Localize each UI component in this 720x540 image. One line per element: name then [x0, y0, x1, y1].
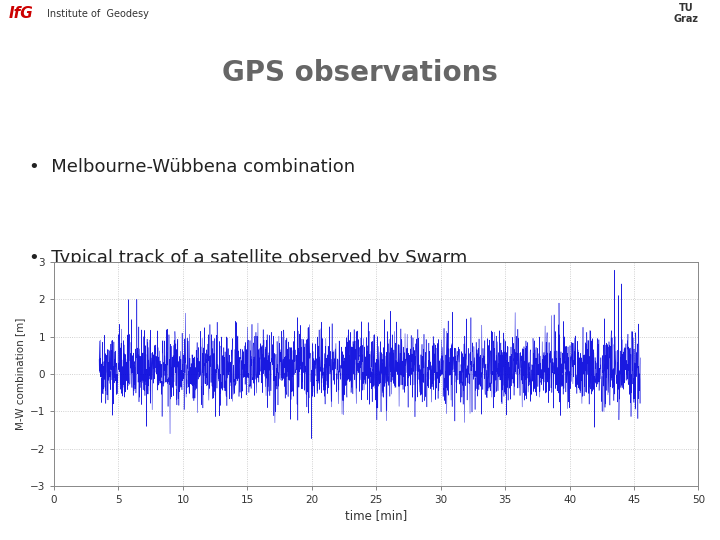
Text: •  Melbourne-Wübbena combination: • Melbourne-Wübbena combination	[29, 158, 355, 177]
Y-axis label: M-W combination [m]: M-W combination [m]	[15, 318, 25, 430]
Text: Institute of  Geodesy: Institute of Geodesy	[47, 9, 148, 18]
X-axis label: time [min]: time [min]	[345, 509, 408, 522]
Text: •  Typical track of a satellite observed by Swarm: • Typical track of a satellite observed …	[29, 248, 467, 267]
Text: GPS observations: GPS observations	[222, 59, 498, 87]
Text: 08.09.2015: 08.09.2015	[554, 517, 624, 528]
Text: 25: 25	[687, 517, 702, 528]
Text: Norbert Zehentner: Norbert Zehentner	[11, 517, 128, 528]
Text: TU
Graz: TU Graz	[673, 3, 698, 24]
Text: Swarm DQW 2015, Paris: Swarm DQW 2015, Paris	[284, 517, 436, 528]
Text: IfG: IfG	[9, 6, 33, 21]
